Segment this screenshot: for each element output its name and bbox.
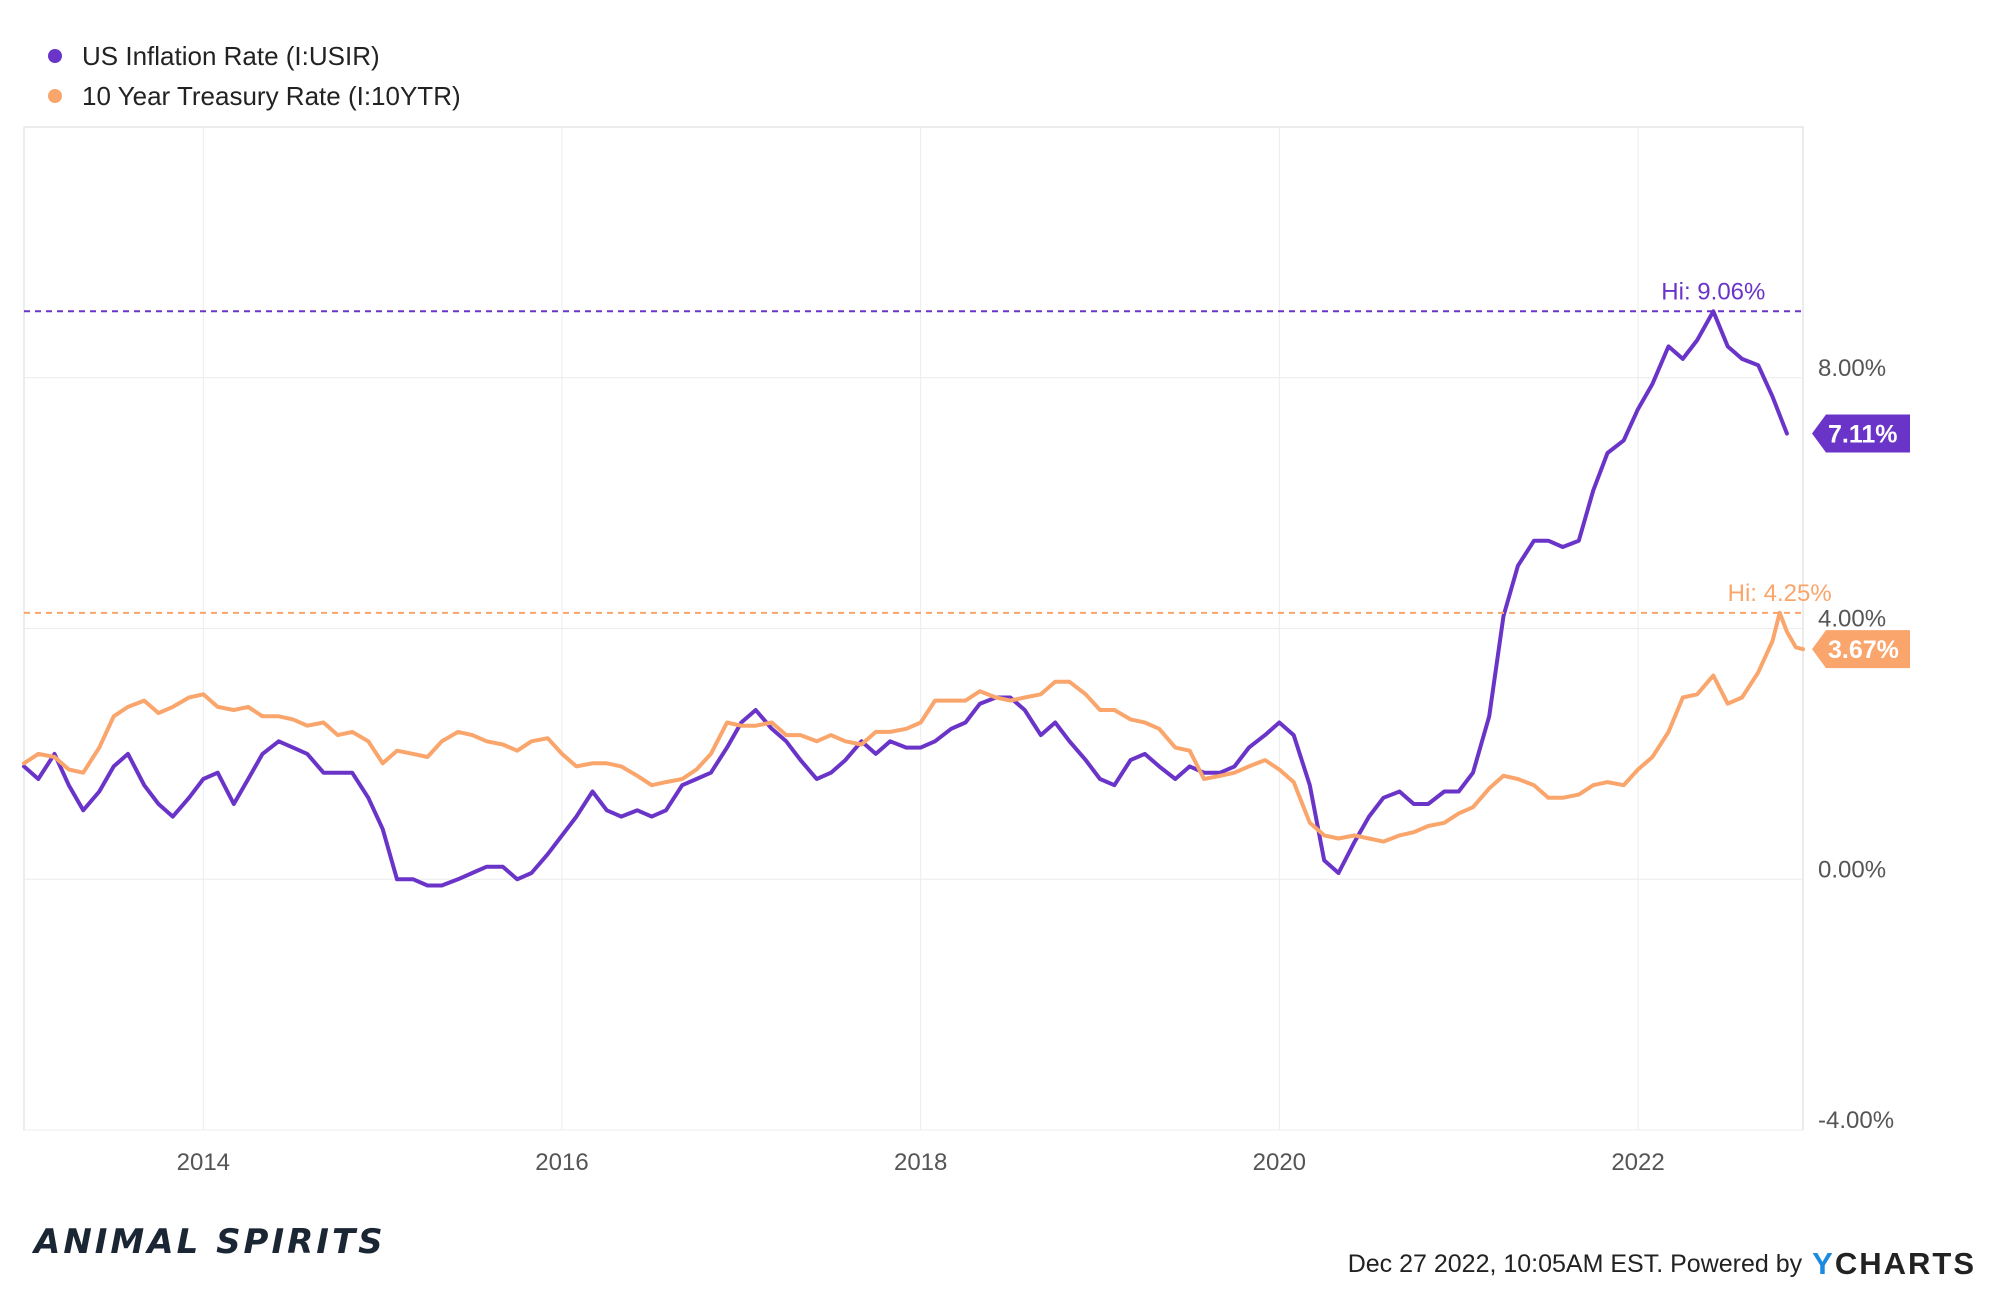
- hi-label: Hi: 4.25%: [1728, 580, 1832, 607]
- x-tick-label: 2014: [177, 1149, 230, 1176]
- y-tick-label: 8.00%: [1818, 355, 1886, 382]
- series-line-inflation: [22, 309, 1789, 888]
- legend: US Inflation Rate (I:USIR) 10 Year Treas…: [48, 36, 461, 116]
- legend-dot-icon: [48, 89, 62, 103]
- hi-label: Hi: 9.06%: [1661, 278, 1765, 305]
- legend-dot-icon: [48, 49, 62, 63]
- legend-item-treasury[interactable]: 10 Year Treasury Rate (I:10YTR): [48, 76, 461, 116]
- footer-credit: Dec 27 2022, 10:05AM EST. Powered by YCH…: [1348, 1246, 1976, 1282]
- timestamp-text: Dec 27 2022, 10:05AM EST. Powered by: [1347, 1249, 1803, 1278]
- last-value-tag: [1812, 414, 1910, 453]
- y-tick-label: 0.00%: [1818, 856, 1886, 883]
- legend-label: US Inflation Rate (I:USIR): [82, 40, 380, 71]
- legend-label: 10 Year Treasury Rate (I:10YTR): [82, 80, 461, 111]
- x-tick-label: 2022: [1611, 1149, 1664, 1176]
- x-tick-label: 2018: [894, 1149, 947, 1176]
- last-value-label: 7.11%: [1828, 421, 1898, 449]
- last-value-tag: [1812, 630, 1910, 669]
- x-tick-label: 2016: [535, 1149, 588, 1176]
- legend-item-inflation[interactable]: US Inflation Rate (I:USIR): [48, 36, 461, 76]
- series-line-treasury: [22, 610, 1805, 844]
- animal-spirits-logo: ANIMAL SPIRITS: [34, 1222, 386, 1262]
- y-tick-label: -4.00%: [1818, 1107, 1894, 1134]
- last-value-label: 3.67%: [1828, 636, 1899, 664]
- y-tick-label: 4.00%: [1818, 606, 1886, 633]
- ycharts-logo[interactable]: YCHARTS: [1812, 1246, 1976, 1281]
- x-tick-label: 2020: [1253, 1149, 1306, 1176]
